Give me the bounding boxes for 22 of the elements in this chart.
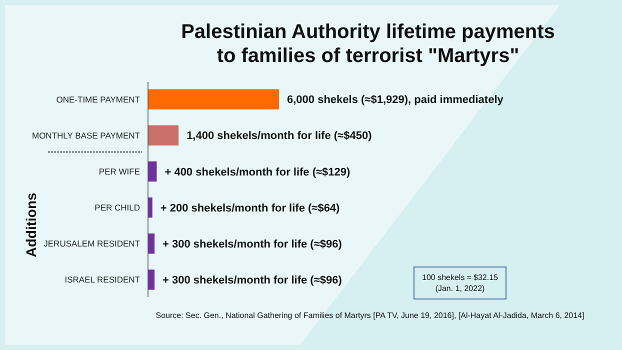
bar xyxy=(148,270,155,290)
bar xyxy=(148,125,179,146)
data-label: 1,400 shekels/month for life (≈$450) xyxy=(186,130,372,142)
y-tick-label: MONTHLY BASE PAYMENT xyxy=(32,130,140,140)
y-tick-label: JERUSALEM RESIDENT xyxy=(44,238,140,249)
text: Palestinian Authority lifetime payments to families of terrorist "Martyrs" xyxy=(181,21,555,67)
y-tick-label: PER CHILD xyxy=(94,202,140,213)
text: 100 shekels ≈ $32.15 (Jan. 1, 2022) xyxy=(422,273,499,293)
data-label: + 200 shekels/month for life (≈$64) xyxy=(160,202,340,214)
data-label: 6,000 shekels (≈$1,929), paid immediately xyxy=(287,94,504,106)
y-axis-title: Additions xyxy=(23,192,39,258)
data-label: + 400 shekels/month for life (≈$129) xyxy=(164,166,351,178)
data-label: + 300 shekels/month for life (≈$96) xyxy=(162,238,342,250)
data-label: + 300 shekels/month for life (≈$96) xyxy=(162,274,342,287)
y-tick-label: PER WIFE xyxy=(98,166,140,176)
y-tick-label: ONE-TIME PAYMENT xyxy=(56,94,140,104)
bar xyxy=(148,161,157,182)
bar xyxy=(148,197,152,218)
bar xyxy=(148,89,279,110)
source-note: Source: Sec. Gen., National Gathering of Families of Martyrs [PA TV, June 19, 2016], [Al-Hayat Al-Jadida, March 6, 2014] xyxy=(156,311,584,320)
y-tick-label: ISRAEL RESIDENT xyxy=(64,274,140,285)
bar xyxy=(148,234,155,254)
